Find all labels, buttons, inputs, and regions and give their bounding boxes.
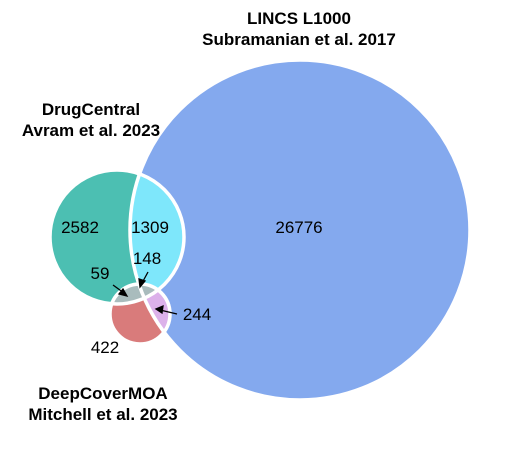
lincs-circle <box>130 60 470 400</box>
count-drugcentral-deepcovermoa: 59 <box>91 264 110 283</box>
lincs-outline <box>128 58 472 402</box>
count-drugcentral-only: 2582 <box>61 218 99 237</box>
arrowhead-148 <box>138 278 147 289</box>
count-deepcovermoa-only: 422 <box>91 338 119 357</box>
arrowhead-59 <box>117 287 129 298</box>
lincs-subtitle: Subramanian et al. 2017 <box>202 30 396 49</box>
lincs-title: LINCS L1000 <box>247 9 351 28</box>
drugcentral-outline <box>48 168 186 306</box>
arrowhead-244 <box>154 304 164 315</box>
count-drugcentral-lincs: 1309 <box>131 218 169 237</box>
deepcovermoa-subtitle: Mitchell et al. 2023 <box>28 405 177 424</box>
count-lincs-only: 26776 <box>275 218 322 237</box>
drugcentral-subtitle: Avram et al. 2023 <box>22 121 160 140</box>
drugcentral-title: DrugCentral <box>42 100 140 119</box>
count-all-three: 148 <box>133 249 161 268</box>
count-deepcovermoa-lincs: 244 <box>183 305 211 324</box>
deepcovermoa-title: DeepCoverMOA <box>38 384 167 403</box>
drugcentral-lincs-overlap <box>130 170 184 304</box>
